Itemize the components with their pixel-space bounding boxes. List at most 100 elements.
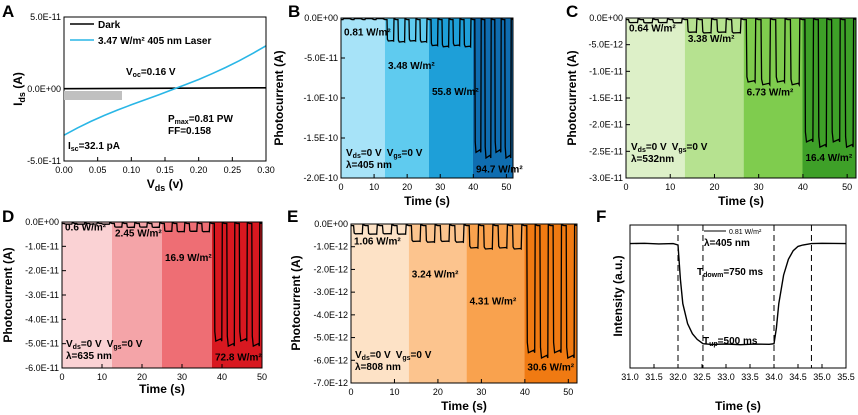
panel-c-band-1: [626, 18, 685, 178]
panel-d-ytick-label: -4.0E-11: [25, 314, 59, 324]
panel-c-xtick-label: 40: [798, 182, 808, 192]
panel-c-band-label-3: 6.73 W/m²: [747, 87, 794, 98]
panel-c-band-2: [684, 18, 744, 178]
panel-a: A 0.00 0.05 0.10 0.15 0.20 0.25 0.30 5.0E-11 0.0…: [2, 2, 275, 193]
panel-e: E 0 10 20 30 40 50 0.0E+00 -1.0E-12 -2.0E-12 -3.0…: [287, 207, 578, 413]
panel-e-wavelength: λ=808 nm: [355, 362, 401, 373]
panel-a-ytick-label: -5.0E-11: [27, 156, 61, 166]
panel-d-ylabel: Photocurrent (A): [1, 247, 15, 342]
panel-f-xtick-label: 35.5: [837, 372, 855, 382]
panel-e-band-label-4: 30.6 W/m²: [527, 363, 574, 374]
panel-a-label: A: [2, 2, 14, 21]
panel-c-band-label-1: 0.64 W/m²: [629, 23, 676, 34]
panel-a-pmax: Pmax=0.81 PW: [168, 114, 233, 126]
panel-c-xtick-label: 50: [842, 182, 852, 192]
panel-d-plot-area: 0 10 20 30 40 50 0.0E+00 -1.0E-11 -2.0E-11 -3.0E-…: [25, 217, 267, 382]
panel-a-series-laser: [63, 45, 267, 136]
panel-b-ytick-label: -1.5E-10: [303, 133, 338, 143]
panel-e-xtick-label: 10: [389, 387, 399, 397]
panel-c-vds-vgs: Vds=0 V Vgs=0 V: [631, 142, 708, 154]
panel-f-xtick-label: 34.5: [789, 372, 807, 382]
panel-b-xtick-label: 40: [468, 182, 478, 192]
panel-d-ytick-label: -1.0E-11: [25, 241, 59, 251]
panel-b-ytick-label: -2.0E-10: [303, 173, 338, 183]
panel-d-xtick-label: 10: [97, 372, 107, 382]
panel-d-ytick-label: -5.0E-11: [25, 339, 59, 349]
panel-f-wavelength: λ=405 nm: [704, 238, 750, 249]
panel-a-xtick-label: 0.15: [156, 165, 174, 175]
panel-c-wavelength: λ=532nm: [631, 154, 674, 165]
panel-b-band-label-4: 94.7 W/m²: [476, 164, 523, 175]
panel-d-band-3: [162, 222, 212, 368]
panel-a-ytick-label: 5.0E-11: [30, 12, 61, 22]
panel-c-band-label-4: 16.4 W/m²: [805, 153, 852, 164]
panel-a-pmax-area: [64, 91, 122, 100]
panel-b-band-2: [384, 18, 429, 178]
panel-d-ytick-label: -3.0E-11: [25, 290, 59, 300]
panel-d-band-label-3: 16.9 W/m²: [165, 253, 212, 264]
panel-e-ytick-label: -7.0E-12: [313, 378, 348, 388]
panel-a-xtick-label: 0.05: [89, 165, 107, 175]
panel-f-xtick-label: 32.0: [669, 372, 687, 382]
panel-d-band-1: [62, 222, 112, 368]
panel-e-xtick-label: 20: [433, 387, 443, 397]
panel-d-xtick-label: 0: [59, 372, 64, 382]
panel-e-xtick-label: 50: [563, 387, 573, 397]
panel-d-xtick-label: 50: [257, 372, 267, 382]
panel-b-xlabel: Time (s): [404, 194, 450, 208]
panel-c-ytick-label: -5.0E-12: [588, 40, 623, 50]
panel-d: D 0 10 20 30 40 50 0.0E+00 -1.0E-11 -2.0E-11 -3.0…: [1, 207, 267, 396]
panel-e-vds-vgs: Vds=0 V Vgs=0 V: [355, 350, 432, 362]
panel-d-label: D: [2, 207, 14, 226]
panel-d-ytick-label: -6.0E-11: [25, 363, 59, 373]
panel-a-xtick-label: 0.00: [55, 165, 73, 175]
panel-d-band-label-1: 0.6 W/m²: [65, 223, 107, 234]
panel-c-xlabel: Time (s): [718, 194, 764, 208]
panel-d-vds-vgs: Vds=0 V Vgs=0 V: [66, 339, 143, 351]
panel-e-plot-area: 0 10 20 30 40 50 0.0E+00 -1.0E-12 -2.0E-12 -3.0E-…: [313, 219, 578, 397]
legend-dark: Dark: [98, 20, 121, 31]
panel-e-ytick-label: -6.0E-12: [313, 355, 348, 365]
panel-d-frame: [61, 221, 263, 369]
panel-c: C 0 10 20 30 40 50 0.0E+00 -5.0E-12 -1.0E-11 -1.5…: [565, 2, 857, 208]
panel-b-ytick-label: -5.0E-11: [304, 53, 338, 63]
panel-e-band-label-1: 1.06 W/m²: [354, 236, 401, 247]
panel-e-band-2: [408, 224, 467, 383]
panel-d-trace: [62, 221, 263, 348]
panel-b-xtick-label: 0: [338, 182, 343, 192]
panel-b-xtick-label: 10: [369, 182, 379, 192]
panel-f-frame: [629, 224, 847, 369]
panel-f-xtick-label: 32.5: [693, 372, 711, 382]
panel-a-series-dark: [63, 87, 267, 90]
panel-b-xtick-label: 50: [501, 182, 511, 192]
panel-e-frame: [350, 223, 578, 384]
panel-d-ytick-label: -2.0E-11: [25, 266, 59, 276]
panel-e-xtick-label: 0: [348, 387, 353, 397]
panel-c-ytick-label: 0.0E+00: [589, 13, 623, 23]
panel-c-label: C: [566, 2, 578, 21]
panel-a-ylabel: Ids (A): [11, 72, 27, 106]
panel-c-xtick-label: 10: [665, 182, 675, 192]
panel-b-band-label-1: 0.81 W/m²: [344, 28, 391, 39]
panel-d-wavelength: λ=635 nm: [66, 351, 112, 362]
panel-c-xtick-label: 0: [623, 182, 628, 192]
panel-e-band-label-2: 3.24 W/m²: [412, 269, 459, 280]
panel-e-band-label-3: 4.31 W/m²: [470, 297, 517, 308]
panel-e-ytick-label: -5.0E-12: [313, 333, 348, 343]
panel-b-band-label-2: 3.48 W/m²: [388, 61, 435, 72]
panel-b-band-3: [428, 18, 473, 178]
panel-c-ytick-label: -3.0E-11: [589, 173, 623, 183]
panel-f-xtick-label: 31.0: [621, 372, 639, 382]
panel-b-xtick-label: 20: [402, 182, 412, 192]
panel-f: F 31.0 31.5 32.0 32.5 33.0 33.5 34.0 34.5 35.0 35…: [596, 207, 855, 413]
panel-e-label: E: [287, 207, 298, 226]
panel-f-xtick-label: 31.5: [645, 372, 663, 382]
panel-b-band-1: [341, 18, 385, 178]
panel-b-label: B: [288, 2, 300, 21]
panel-e-xtick-label: 40: [520, 387, 530, 397]
panel-b-vds-vgs: Vds=0 V Vgs=0 V: [346, 148, 423, 160]
panel-c-ytick-label: -1.5E-11: [589, 93, 623, 103]
panel-f-xtick-label: 33.5: [741, 372, 759, 382]
panel-c-ytick-label: -2.5E-11: [589, 146, 623, 156]
panel-e-ytick-label: 0.0E+00: [314, 219, 348, 229]
